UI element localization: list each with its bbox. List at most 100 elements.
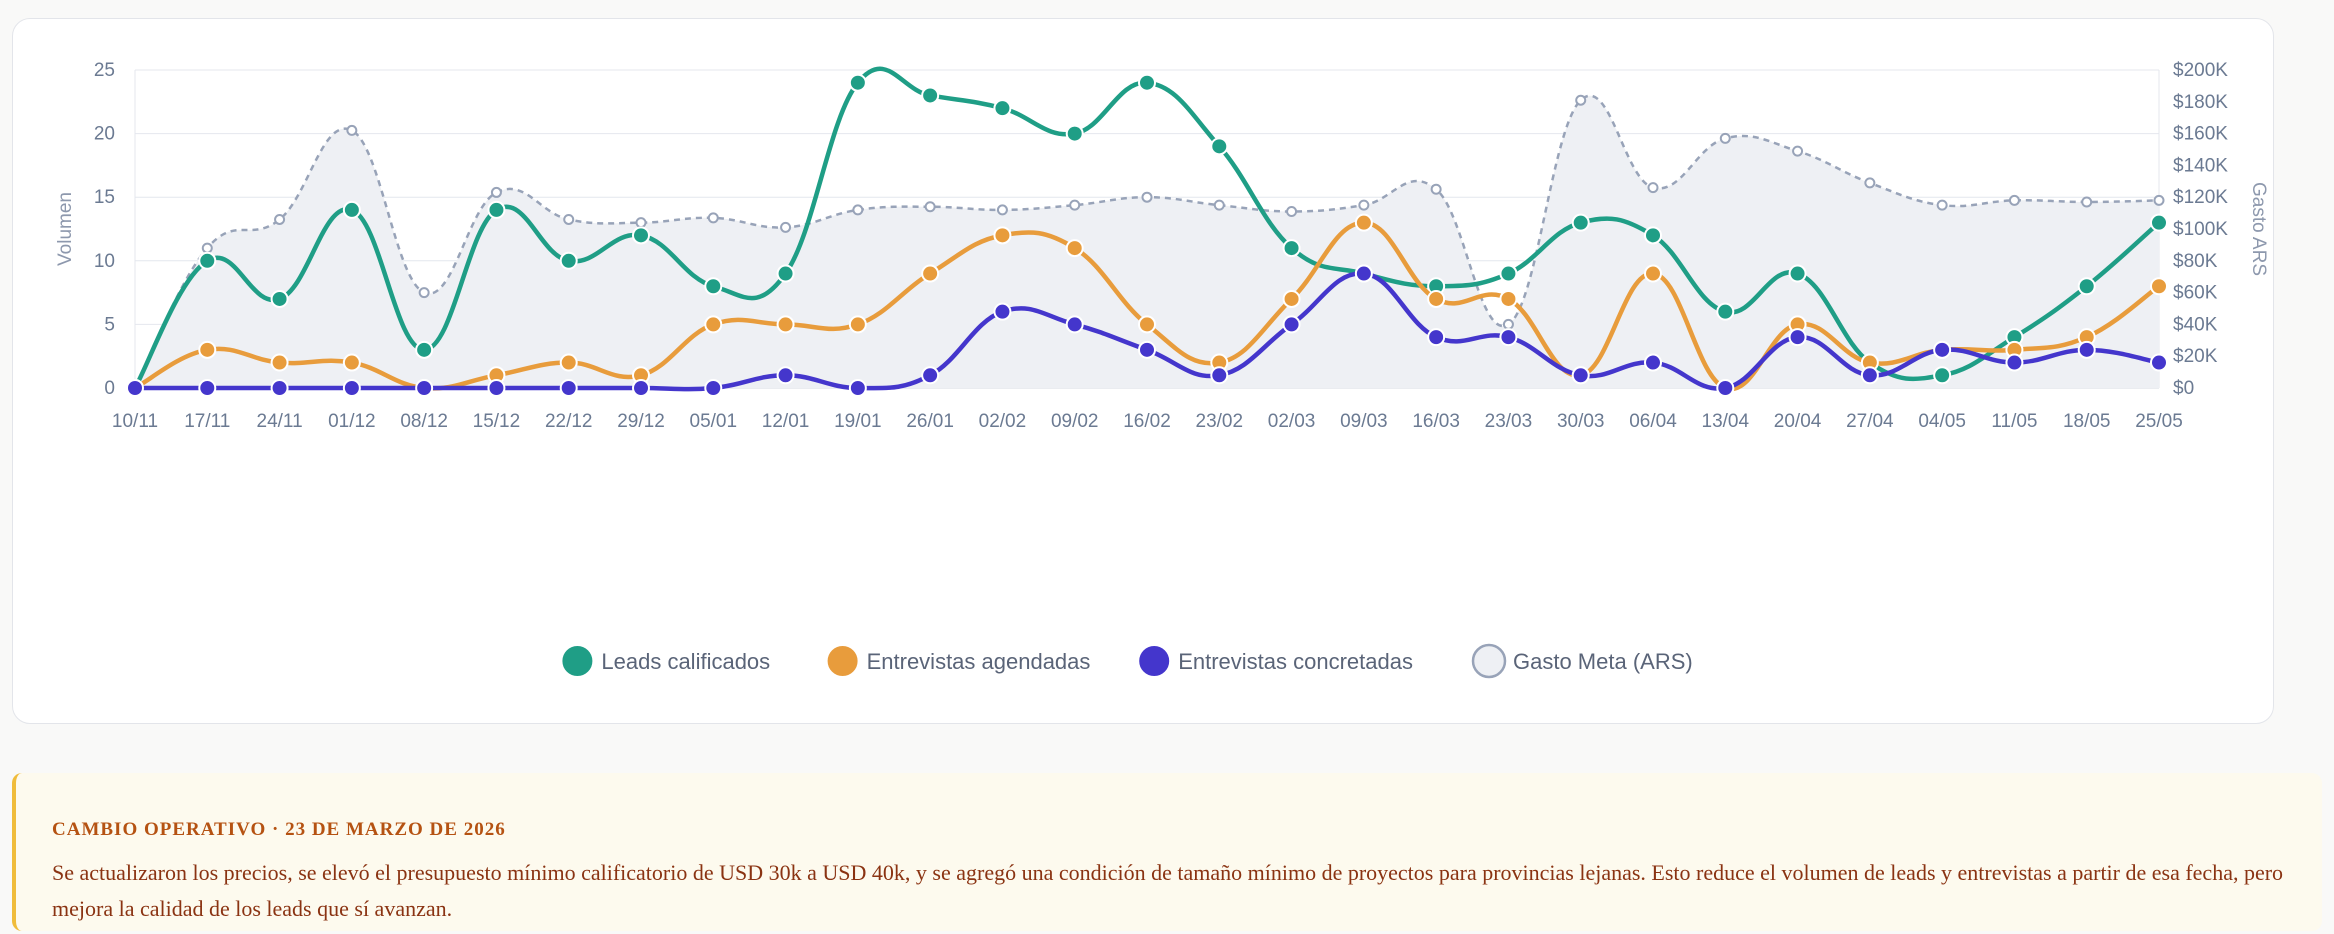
point-leads-calificados	[704, 277, 723, 296]
legend-label-entrevistas-concretadas: Entrevistas concretadas	[1178, 649, 1413, 674]
legend-swatch-gasto-meta-ars	[1471, 643, 1507, 679]
point-entrevistas-agendadas	[1138, 315, 1156, 334]
legend-label-gasto-meta-ars: Gasto Meta (ARS)	[1513, 649, 1693, 674]
point-leads-calificados	[993, 99, 1012, 118]
point-leads-calificados	[1065, 124, 1084, 143]
x-tick-label: 16/02	[1123, 411, 1171, 432]
point-entrevistas-agendadas	[342, 353, 361, 372]
x-tick-label: 04/05	[1918, 411, 1966, 432]
point-entrevistas-agendadas	[776, 315, 795, 334]
x-tick-label: 29/12	[617, 411, 665, 432]
point-leads-calificados	[1644, 226, 1662, 245]
point-leads-calificados	[2150, 213, 2168, 232]
point-gasto-meta-ars	[346, 124, 358, 136]
y-left-tick-label: 25	[94, 60, 115, 81]
point-entrevistas-concretadas	[126, 379, 144, 397]
y-right-tick-label: $40K	[2173, 314, 2218, 335]
point-entrevistas-agendadas	[1644, 264, 1662, 283]
point-entrevistas-concretadas	[993, 302, 1012, 321]
point-leads-calificados	[2077, 277, 2096, 296]
y-right-tick-label: $160K	[2173, 124, 2228, 145]
x-tick-label: 13/04	[1702, 411, 1750, 432]
y-right-tick-label: $80K	[2173, 251, 2218, 272]
point-gasto-meta-ars	[1430, 183, 1442, 195]
x-tick-label: 19/01	[834, 411, 882, 432]
point-gasto-meta-ars	[1213, 199, 1225, 211]
y-right-tick-label: $100K	[2173, 219, 2228, 240]
point-gasto-meta-ars	[1502, 318, 1514, 330]
point-entrevistas-concretadas	[1138, 340, 1156, 359]
y-right-tick-label: $20K	[2173, 346, 2218, 367]
point-leads-calificados	[342, 200, 361, 219]
point-gasto-meta-ars	[1864, 177, 1876, 189]
point-entrevistas-concretadas	[1644, 353, 1662, 372]
point-gasto-meta-ars	[418, 287, 430, 299]
point-entrevistas-concretadas	[1282, 315, 1301, 334]
point-gasto-meta-ars	[2008, 194, 2020, 206]
legend-swatch-entrevistas-concretadas	[1137, 644, 1172, 678]
point-entrevistas-concretadas	[1933, 340, 1952, 359]
point-entrevistas-concretadas	[487, 379, 506, 397]
y-right-tick-label: $60K	[2173, 283, 2218, 304]
x-tick-label: 06/04	[1629, 411, 1677, 432]
y-right-axis-title: Gasto ARS	[2248, 182, 2269, 276]
point-entrevistas-concretadas	[559, 379, 578, 397]
x-tick-label: 30/03	[1557, 411, 1605, 432]
y-right-tick-label: $0	[2173, 378, 2194, 399]
x-tick-label: 02/02	[979, 411, 1027, 432]
x-tick-label: 25/05	[2135, 411, 2183, 432]
x-tick-label: 09/02	[1051, 411, 1099, 432]
point-entrevistas-concretadas	[704, 379, 723, 397]
point-gasto-meta-ars	[201, 242, 213, 254]
point-entrevistas-concretadas	[848, 379, 867, 397]
point-leads-calificados	[1933, 366, 1952, 385]
point-leads-calificados	[559, 251, 578, 270]
point-gasto-meta-ars	[852, 204, 864, 216]
point-gasto-meta-ars	[1936, 199, 1948, 211]
point-entrevistas-concretadas	[1860, 366, 1879, 385]
point-entrevistas-agendadas	[921, 264, 940, 283]
point-entrevistas-concretadas	[1716, 379, 1735, 397]
point-entrevistas-agendadas	[559, 353, 578, 372]
point-gasto-meta-ars	[996, 204, 1008, 216]
point-entrevistas-concretadas	[1210, 366, 1229, 385]
point-gasto-meta-ars	[490, 186, 502, 198]
point-entrevistas-concretadas	[1354, 264, 1373, 283]
point-leads-calificados	[776, 264, 795, 283]
point-entrevistas-concretadas	[1499, 328, 1518, 347]
combo-line-chart: 0 5 10 15 20 25 $0 $20K $40K $60K $80K $100K $120K $1…	[55, 60, 2269, 679]
x-tick-label: 27/04	[1846, 411, 1894, 432]
point-entrevistas-concretadas	[415, 379, 434, 397]
x-tick-label: 15/12	[473, 411, 521, 432]
y-left-tick-label: 20	[94, 124, 115, 145]
x-tick-label: 05/01	[690, 411, 738, 432]
y-right-tick-label: $140K	[2173, 155, 2228, 176]
x-tick-label: 12/01	[762, 411, 810, 432]
x-tick-label: 08/12	[400, 411, 448, 432]
legend-label-leads-calificados: Leads calificados	[601, 649, 770, 674]
x-tick-label: 24/11	[257, 411, 303, 432]
point-gasto-meta-ars	[1358, 199, 1370, 211]
point-gasto-meta-ars	[274, 213, 286, 225]
x-tick-label: 17/11	[184, 411, 230, 432]
point-leads-calificados	[921, 86, 940, 105]
point-gasto-meta-ars	[1575, 94, 1587, 106]
y-right-tick-label: $180K	[2173, 92, 2228, 113]
point-entrevistas-concretadas	[1788, 328, 1807, 347]
legend-label-entrevistas-agendadas: Entrevistas agendadas	[867, 649, 1091, 674]
y-left-tick-label: 15	[94, 187, 115, 208]
point-gasto-meta-ars	[780, 221, 792, 233]
point-entrevistas-concretadas	[776, 366, 795, 385]
point-leads-calificados	[415, 340, 434, 359]
point-gasto-meta-ars	[2081, 196, 2093, 208]
x-tick-label: 01/12	[328, 411, 376, 432]
y-right-tick-label: $120K	[2173, 187, 2228, 208]
point-leads-calificados	[1716, 302, 1735, 321]
x-tick-label: 23/02	[1196, 411, 1244, 432]
point-gasto-meta-ars	[707, 212, 719, 224]
point-entrevistas-concretadas	[1427, 328, 1446, 347]
point-entrevistas-agendadas	[1427, 289, 1446, 308]
x-tick-label: 18/05	[2063, 411, 2111, 432]
x-tick-label: 10/11	[112, 411, 158, 432]
point-entrevistas-agendadas	[270, 353, 289, 372]
